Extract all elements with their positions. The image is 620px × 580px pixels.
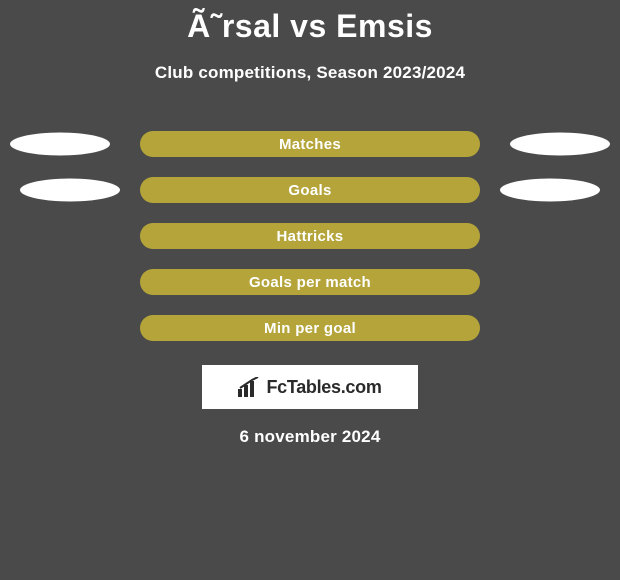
chart-bars-icon [238, 377, 260, 397]
stat-label: Hattricks [277, 228, 344, 245]
badge-content: FcTables.com [238, 377, 381, 398]
right-value-ellipse [510, 133, 610, 156]
stat-row-goals: Goals [0, 177, 620, 203]
left-value-ellipse [20, 179, 120, 202]
page-title: Ã˜rsal vs Emsis [0, 0, 620, 45]
date-text: 6 november 2024 [0, 427, 620, 447]
subtitle: Club competitions, Season 2023/2024 [0, 63, 620, 83]
stat-bar: Matches [140, 131, 480, 157]
stat-row-hattricks: Hattricks [0, 223, 620, 249]
left-value-ellipse [10, 133, 110, 156]
comparison-widget: Ã˜rsal vs Emsis Club competitions, Seaso… [0, 0, 620, 580]
stat-bar: Goals [140, 177, 480, 203]
stat-label: Min per goal [264, 320, 356, 337]
stat-row-min-per-goal: Min per goal [0, 315, 620, 341]
stat-bar: Hattricks [140, 223, 480, 249]
stat-row-matches: Matches [0, 131, 620, 157]
right-value-ellipse [500, 179, 600, 202]
stat-label: Matches [279, 136, 341, 153]
stat-label: Goals [288, 182, 331, 199]
stat-row-goals-per-match: Goals per match [0, 269, 620, 295]
badge-text: FcTables.com [266, 377, 381, 398]
stats-section: Matches Goals Hattricks Goals per match … [0, 131, 620, 341]
source-badge[interactable]: FcTables.com [202, 365, 418, 409]
stat-bar: Min per goal [140, 315, 480, 341]
stat-label: Goals per match [249, 274, 371, 291]
stat-bar: Goals per match [140, 269, 480, 295]
